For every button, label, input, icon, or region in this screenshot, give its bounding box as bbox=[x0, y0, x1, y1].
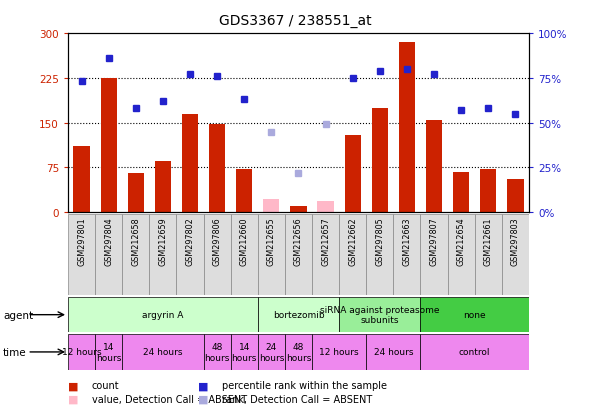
Bar bbox=[177, 215, 203, 295]
Bar bbox=[230, 215, 258, 295]
Text: 14
hours: 14 hours bbox=[96, 342, 121, 362]
Bar bbox=[339, 297, 420, 332]
Text: GSM212661: GSM212661 bbox=[484, 217, 493, 266]
Text: 48
hours: 48 hours bbox=[286, 342, 311, 362]
Bar bbox=[366, 335, 420, 370]
Text: value, Detection Call = ABSENT: value, Detection Call = ABSENT bbox=[92, 394, 246, 404]
Text: 48
hours: 48 hours bbox=[204, 342, 230, 362]
Bar bbox=[420, 335, 529, 370]
Bar bbox=[312, 335, 366, 370]
Text: GSM212657: GSM212657 bbox=[321, 217, 330, 266]
Text: ■: ■ bbox=[198, 394, 209, 404]
Bar bbox=[372, 108, 388, 213]
Text: GSM297801: GSM297801 bbox=[77, 217, 86, 266]
Bar bbox=[68, 297, 258, 332]
Bar bbox=[345, 135, 361, 213]
Bar bbox=[426, 120, 442, 213]
Text: 12 hours: 12 hours bbox=[319, 348, 359, 356]
Bar bbox=[95, 335, 122, 370]
Text: GSM212662: GSM212662 bbox=[348, 217, 357, 266]
Bar bbox=[420, 297, 529, 332]
Text: GSM212654: GSM212654 bbox=[457, 217, 466, 266]
Text: time: time bbox=[3, 347, 27, 357]
Text: ■: ■ bbox=[68, 394, 79, 404]
Text: rank, Detection Call = ABSENT: rank, Detection Call = ABSENT bbox=[222, 394, 372, 404]
Bar bbox=[507, 180, 524, 213]
Bar bbox=[317, 202, 334, 213]
Text: GSM297802: GSM297802 bbox=[186, 217, 194, 266]
Bar bbox=[502, 215, 529, 295]
Bar bbox=[475, 215, 502, 295]
Bar bbox=[258, 335, 285, 370]
Text: GSM297805: GSM297805 bbox=[375, 217, 384, 266]
Bar bbox=[263, 199, 280, 213]
Bar bbox=[236, 169, 252, 213]
Bar bbox=[339, 215, 366, 295]
Text: 24 hours: 24 hours bbox=[143, 348, 183, 356]
Bar bbox=[128, 174, 144, 213]
Text: GSM212663: GSM212663 bbox=[402, 217, 411, 266]
Text: none: none bbox=[463, 311, 486, 319]
Text: control: control bbox=[459, 348, 491, 356]
Bar bbox=[68, 215, 95, 295]
Text: GSM297807: GSM297807 bbox=[430, 217, 439, 266]
Text: argyrin A: argyrin A bbox=[142, 311, 184, 319]
Text: 24
hours: 24 hours bbox=[259, 342, 284, 362]
Text: GSM297806: GSM297806 bbox=[213, 217, 222, 266]
Bar bbox=[394, 215, 420, 295]
Text: agent: agent bbox=[3, 310, 33, 320]
Bar bbox=[122, 335, 203, 370]
Bar bbox=[453, 173, 469, 213]
Text: percentile rank within the sample: percentile rank within the sample bbox=[222, 380, 387, 390]
Bar bbox=[95, 215, 122, 295]
Bar bbox=[209, 125, 225, 213]
Text: 12 hours: 12 hours bbox=[61, 348, 101, 356]
Text: bortezomib: bortezomib bbox=[272, 311, 324, 319]
Text: GSM297804: GSM297804 bbox=[104, 217, 113, 266]
Text: 24 hours: 24 hours bbox=[374, 348, 413, 356]
Text: count: count bbox=[92, 380, 119, 390]
Text: 14
hours: 14 hours bbox=[232, 342, 257, 362]
Bar bbox=[155, 162, 171, 213]
Text: GSM212660: GSM212660 bbox=[240, 217, 249, 266]
Text: siRNA against proteasome
subunits: siRNA against proteasome subunits bbox=[320, 305, 440, 325]
Text: GDS3367 / 238551_at: GDS3367 / 238551_at bbox=[219, 14, 372, 28]
Bar bbox=[258, 297, 339, 332]
Bar bbox=[258, 215, 285, 295]
Text: GSM212658: GSM212658 bbox=[131, 217, 140, 266]
Bar bbox=[480, 169, 496, 213]
Bar bbox=[230, 335, 258, 370]
Bar bbox=[399, 43, 415, 213]
Bar bbox=[122, 215, 150, 295]
Text: GSM212659: GSM212659 bbox=[158, 217, 167, 266]
Bar bbox=[203, 215, 230, 295]
Bar bbox=[68, 335, 95, 370]
Text: GSM212656: GSM212656 bbox=[294, 217, 303, 266]
Text: ■: ■ bbox=[198, 380, 209, 390]
Bar bbox=[100, 78, 117, 213]
Bar bbox=[285, 215, 312, 295]
Bar bbox=[366, 215, 394, 295]
Text: GSM212655: GSM212655 bbox=[267, 217, 276, 266]
Bar bbox=[73, 147, 90, 213]
Bar bbox=[182, 114, 198, 213]
Bar bbox=[312, 215, 339, 295]
Bar bbox=[447, 215, 475, 295]
Bar bbox=[290, 207, 307, 213]
Text: GSM297803: GSM297803 bbox=[511, 217, 520, 266]
Bar bbox=[285, 335, 312, 370]
Bar bbox=[203, 335, 230, 370]
Bar bbox=[420, 215, 447, 295]
Text: ■: ■ bbox=[68, 380, 79, 390]
Bar bbox=[150, 215, 177, 295]
